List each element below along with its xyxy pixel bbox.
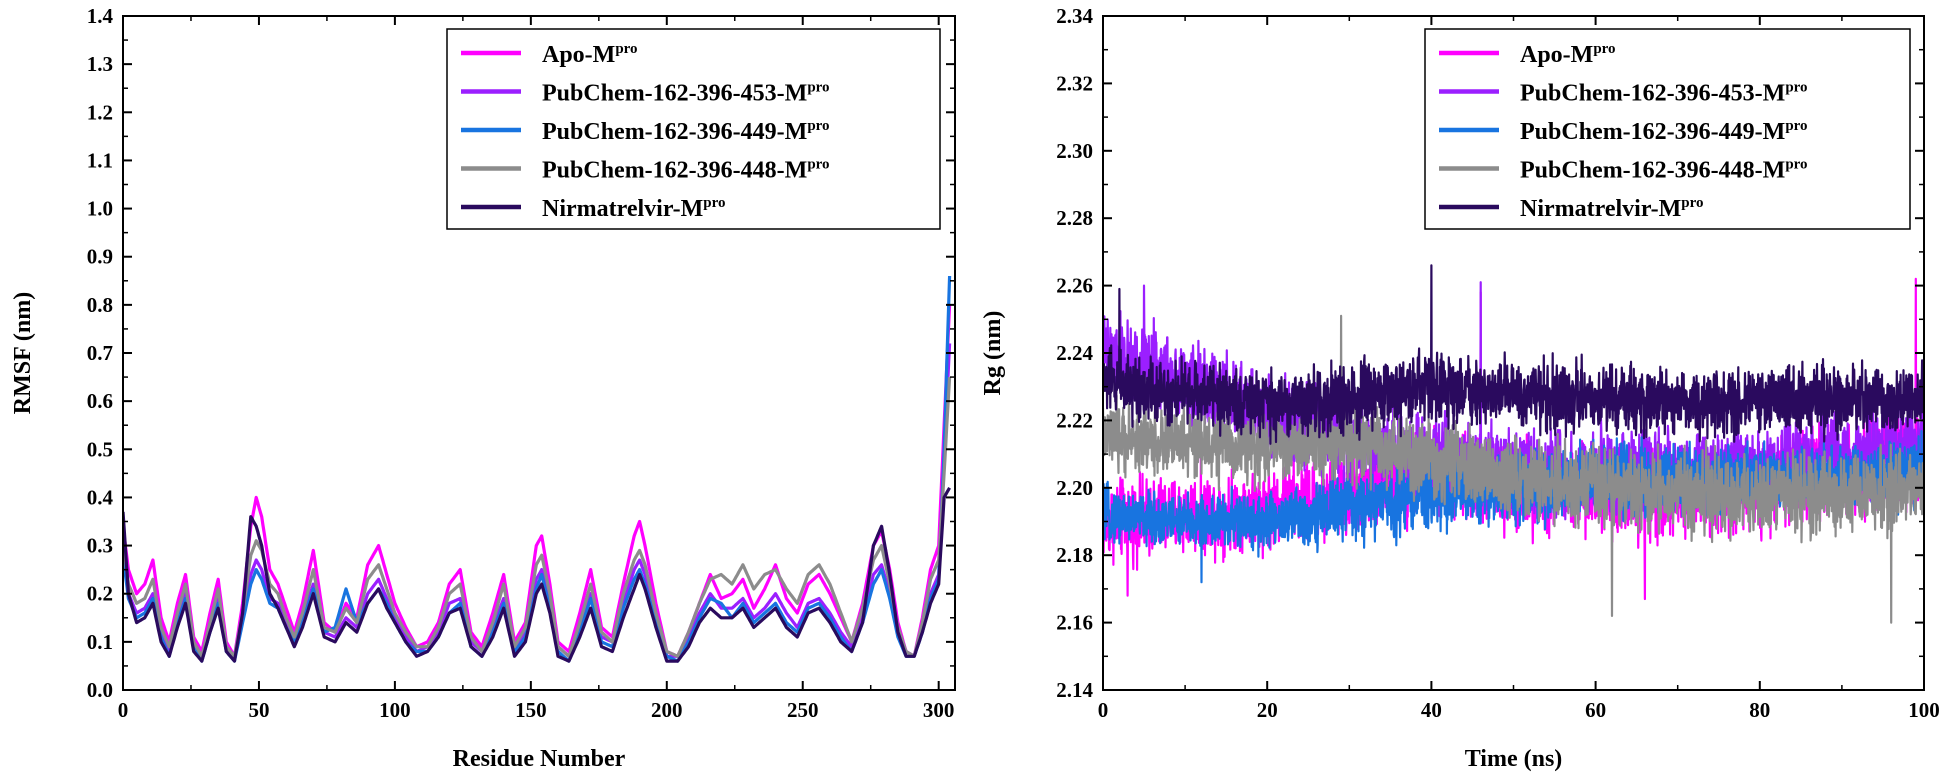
rg-legend-label-pubchem-162-396-453-mpro: PubChem-162-396-453-Mpro [1520,80,1808,107]
rg-y-tick-label: 2.16 [1056,611,1093,635]
rmsf-x-tick-label: 300 [923,698,955,722]
rmsf-y-tick-label: 0.9 [87,245,113,269]
rmsf-y-tick-label: 0.5 [87,437,113,461]
rmsf-series-group [123,275,952,663]
rg-y-axis-title: Rg (nm) [980,311,1006,396]
rmsf-legend-label-apo-mpro: Apo-Mpro [542,41,638,68]
rg-x-tick-label: 100 [1908,698,1940,722]
rmsf-x-tick-label: 0 [118,698,129,722]
rg-x-tick-label: 60 [1585,698,1606,722]
rmsf-y-tick-label: 0.7 [87,341,113,365]
rmsf-y-tick-label: 0.2 [87,582,113,606]
rmsf-y-tick-label: 0.1 [87,630,113,654]
rmsf-y-axis-title: RMSF (nm) [10,292,36,414]
rg-chart: 0 20 40 60 80 100 2.14 2.16 2.18 2.20 2.22 2.24 2.26… [980,4,1940,772]
rg-y-tick-label: 2.30 [1056,139,1093,163]
rmsf-y-tick-label: 1.4 [87,4,114,28]
rg-legend-label-pubchem-162-396-449-mpro: PubChem-162-396-449-Mpro [1520,118,1808,145]
rmsf-x-tick-label: 250 [787,698,819,722]
rmsf-y-tick-label: 1.1 [87,148,113,172]
rg-y-tick-label: 2.18 [1056,543,1093,567]
rmsf-y-tick-label: 0.8 [87,293,113,317]
rg-legend-label-nirmatrelvir-mpro: Nirmatrelvir-Mpro [1520,195,1703,222]
rmsf-legend-label-nirmatrelvir-mpro: Nirmatrelvir-Mpro [542,195,725,222]
rmsf-y-tick-label: 0.3 [87,534,113,558]
rmsf-y-tick-label: 0.0 [87,678,113,702]
rmsf-legend-label-pubchem-162-396-448-mpro: PubChem-162-396-448-Mpro [542,157,830,184]
rmsf-x-tick-label: 150 [515,698,547,722]
rg-x-axis-title: Time (ns) [1465,746,1563,772]
rg-y-tick-label: 2.22 [1056,408,1093,432]
rmsf-y-tick-label: 0.6 [87,389,113,413]
rmsf-series-apo-mpro [123,304,952,658]
rmsf-chart: 0 50 100 150 200 250 300 0.0 0.1 0.2 0.3 0.4 0.5 0.6 0… [10,4,956,772]
rg-x-tick-label: 0 [1098,698,1109,722]
rmsf-y-tick-label: 1.0 [87,197,113,221]
rmsf-y-tick-label: 1.3 [87,52,113,76]
rg-y-tick-label: 2.26 [1056,274,1093,298]
rmsf-legend-label-pubchem-162-396-453-mpro: PubChem-162-396-453-Mpro [542,80,830,107]
rmsf-y-tick-label: 1.2 [87,100,113,124]
rmsf-x-tick-label: 100 [379,698,411,722]
rg-x-tick-label: 80 [1749,698,1770,722]
rmsf-x-axis-title: Residue Number [453,746,626,772]
rmsf-x-tick-label: 50 [248,698,269,722]
rg-series-group [1103,264,1924,624]
rg-legend: Apo-Mpro PubChem-162-396-453-Mpro PubChem-… [1424,28,1911,230]
rg-y-tick-label: 2.32 [1056,71,1093,95]
rg-x-tick-label: 20 [1257,698,1278,722]
rmsf-legend-box [446,28,941,230]
rg-y-tick-label: 2.34 [1056,4,1093,28]
rg-legend-label-apo-mpro: Apo-Mpro [1520,41,1616,68]
rmsf-legend: Apo-Mpro PubChem-162-396-453-Mpro PubChem-… [446,28,941,230]
rg-series-nirmatrelvir-mpro [1103,264,1924,445]
rmsf-legend-label-pubchem-162-396-449-mpro: PubChem-162-396-449-Mpro [542,118,830,145]
rmsf-series-pubchem-162-396-449-mpro [123,275,952,663]
rg-legend-box [1424,28,1911,230]
rg-y-tick-label: 2.24 [1056,341,1093,365]
rmsf-series-pubchem-162-396-453-mpro [123,343,952,658]
rg-series-pubchem-162-396-448-mpro [1103,314,1924,624]
rmsf-y-tick-label: 0.4 [87,485,114,509]
rmsf-x-tick-label: 200 [651,698,683,722]
rg-x-tick-label: 40 [1421,698,1442,722]
rmsf-series-nirmatrelvir-mpro [123,486,951,663]
rg-y-tick-label: 2.28 [1056,206,1093,230]
rg-y-tick-label: 2.14 [1056,678,1093,702]
rg-legend-label-pubchem-162-396-448-mpro: PubChem-162-396-448-Mpro [1520,157,1808,184]
rg-y-tick-label: 2.20 [1056,476,1093,500]
